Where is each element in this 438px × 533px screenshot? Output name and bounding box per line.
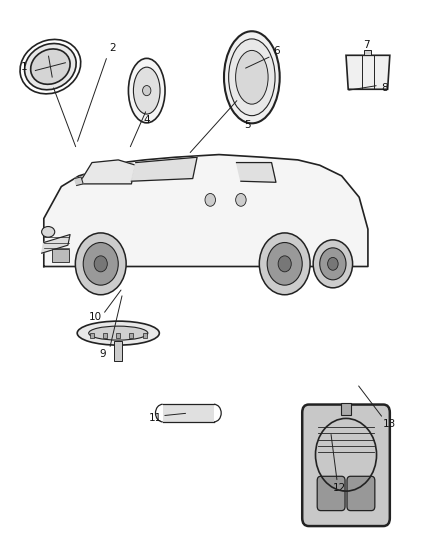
Circle shape — [259, 233, 310, 295]
Ellipse shape — [128, 58, 165, 123]
Text: 4: 4 — [143, 115, 150, 125]
Bar — [114, 341, 122, 361]
Circle shape — [320, 248, 346, 280]
Text: 1: 1 — [21, 62, 28, 71]
Bar — [90, 333, 94, 338]
Text: 10: 10 — [89, 312, 102, 322]
Circle shape — [313, 240, 353, 288]
Circle shape — [143, 86, 151, 96]
Circle shape — [75, 233, 126, 295]
Text: 6: 6 — [273, 46, 280, 55]
Ellipse shape — [236, 51, 268, 104]
Polygon shape — [237, 163, 276, 182]
Bar — [364, 50, 371, 55]
Circle shape — [278, 256, 291, 272]
Bar — [130, 333, 134, 338]
FancyBboxPatch shape — [347, 477, 375, 511]
FancyBboxPatch shape — [302, 405, 390, 526]
FancyBboxPatch shape — [317, 477, 345, 511]
Text: 9: 9 — [99, 350, 106, 359]
Circle shape — [236, 193, 246, 206]
Polygon shape — [79, 160, 136, 184]
Text: 8: 8 — [381, 83, 388, 93]
Circle shape — [328, 257, 338, 270]
Bar — [143, 333, 146, 338]
Ellipse shape — [88, 326, 148, 340]
Ellipse shape — [229, 39, 275, 116]
Bar — [52, 249, 69, 262]
Polygon shape — [346, 55, 390, 89]
Circle shape — [267, 243, 302, 285]
Bar — [117, 333, 120, 338]
Polygon shape — [44, 155, 368, 266]
Text: 12: 12 — [333, 483, 346, 492]
Text: 2: 2 — [110, 43, 117, 53]
Circle shape — [94, 256, 107, 272]
Bar — [162, 404, 214, 422]
Text: 13: 13 — [383, 419, 396, 429]
Polygon shape — [131, 157, 197, 181]
Ellipse shape — [25, 44, 76, 90]
Bar — [103, 333, 107, 338]
Ellipse shape — [134, 67, 160, 114]
Circle shape — [205, 193, 215, 206]
Ellipse shape — [77, 321, 159, 345]
Polygon shape — [74, 177, 83, 185]
Text: 11: 11 — [149, 414, 162, 423]
Circle shape — [83, 243, 118, 285]
Text: 7: 7 — [363, 41, 370, 50]
Ellipse shape — [224, 31, 280, 123]
Ellipse shape — [42, 227, 55, 237]
Text: 5: 5 — [244, 120, 251, 130]
Polygon shape — [42, 235, 70, 253]
Ellipse shape — [31, 49, 70, 84]
Bar — [341, 403, 351, 415]
